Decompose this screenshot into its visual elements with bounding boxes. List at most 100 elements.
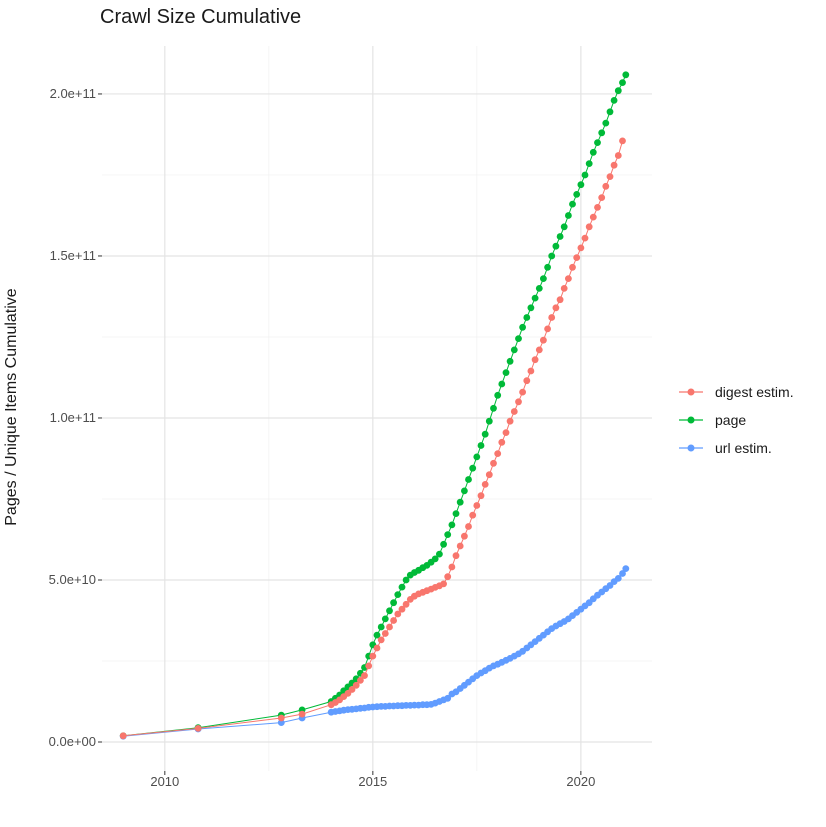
data-point [594,139,601,147]
data-point [444,694,452,702]
data-point [494,391,502,399]
data-point [465,523,472,530]
data-point [535,346,543,354]
legend-key-icon [679,444,703,452]
y-tick-label: 5.0e+10 [48,571,96,587]
x-tick-label: 2020 [566,774,596,789]
data-point [577,181,585,189]
data-point [469,464,477,472]
data-point [569,263,576,271]
data-point [581,171,589,179]
data-point [510,346,518,354]
chart-title: Crawl Size Cumulative [100,6,302,28]
data-point [544,325,551,333]
data-point [481,481,489,488]
data-point [619,137,626,145]
data-point [461,487,468,495]
data-point [540,275,547,282]
data-point [390,617,397,624]
data-point [394,610,402,618]
data-point [490,459,497,467]
data-point [440,580,447,588]
legend-label: url estim. [715,440,772,456]
legend-item-digest-estim: digest estim. [678,378,794,406]
data-point [485,471,493,479]
data-point [585,160,593,168]
data-point [485,417,493,425]
legend-key-icon [679,388,703,396]
data-point [598,129,606,137]
data-point [606,108,614,116]
data-point [581,234,589,242]
data-point [598,194,606,202]
data-point [610,97,618,104]
data-point [398,583,406,591]
data-point [348,686,356,693]
data-point [394,591,402,598]
data-point [381,630,389,637]
data-point [431,555,439,563]
data-point [614,87,622,95]
data-point [523,377,531,385]
data-point [515,335,522,342]
data-point [498,438,506,446]
data-point [565,212,572,219]
data-point [490,404,497,412]
data-point [619,79,626,86]
data-point [606,173,614,181]
data-point [390,599,397,607]
data-point [502,369,510,376]
data-point [523,314,531,321]
data-point [527,367,535,375]
data-point [377,623,385,631]
data-point [610,161,618,169]
y-tick-label: 0.0e+00 [48,734,96,749]
data-point [510,408,518,415]
series-line-1 [123,74,627,737]
data-point [473,453,481,461]
y-tick-label: 2.0e+11 [49,85,96,101]
data-point [402,600,410,608]
data-point [373,644,381,652]
data-point [452,510,460,517]
data-point [494,450,502,457]
data-point [452,552,460,560]
data-point [381,615,389,623]
data-point [357,677,364,684]
data-point [448,521,456,529]
data-point [548,252,556,260]
data-point [119,732,127,740]
data-point [594,204,601,211]
y-tick-label: 1.0e+11 [49,409,96,425]
data-point [589,148,597,156]
x-tick-label: 2010 [150,774,180,789]
legend-item-page: page [678,406,794,434]
data-point [585,223,593,231]
data-point [560,285,568,292]
data-point [477,492,485,500]
data-point [552,304,560,312]
data-point [506,417,514,425]
data-point [548,314,556,321]
data-point [402,576,410,584]
data-point [361,672,368,679]
data-point [589,213,597,221]
data-point [506,357,514,365]
data-point [535,285,543,292]
legend-label: digest estim. [715,384,794,400]
data-point [469,511,477,519]
data-point [373,631,381,639]
data-point [398,605,406,613]
data-point [602,182,610,190]
data-point [556,296,564,304]
data-point [573,191,581,198]
data-point [436,550,443,558]
data-point [622,565,630,572]
data-point [194,725,202,732]
data-point [444,531,452,538]
data-point [560,223,568,231]
data-point [565,275,572,282]
data-point [365,662,373,670]
